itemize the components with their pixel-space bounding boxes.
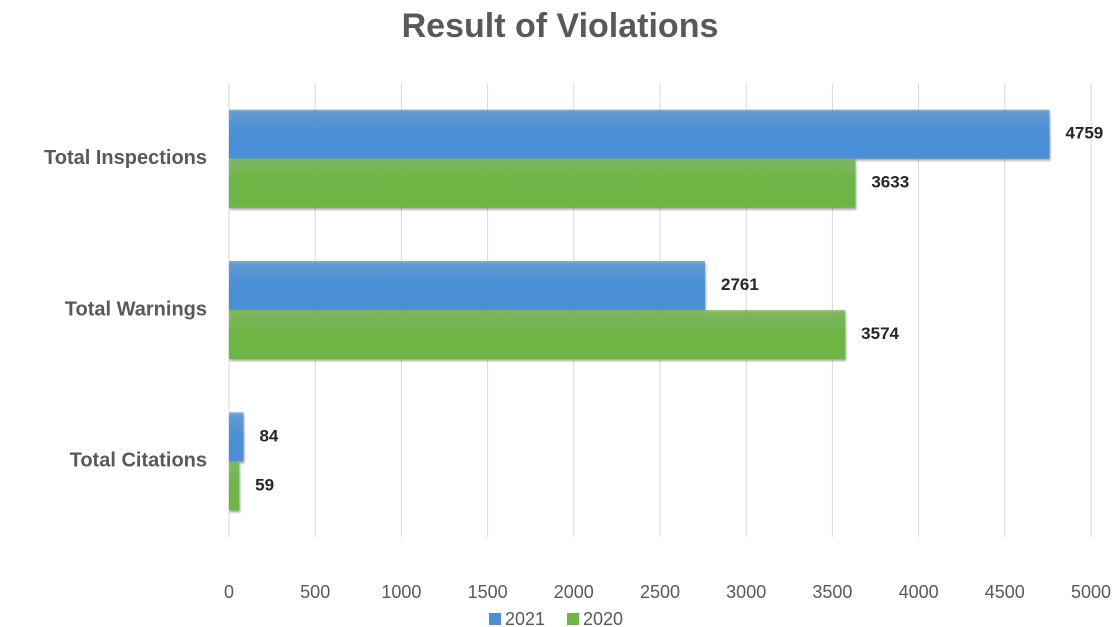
x-tick-label: 500 [300,582,330,602]
legend-swatch [567,613,579,625]
x-tick-label: 5000 [1071,582,1111,602]
data-label: 3574 [861,324,899,343]
x-tick-label: 4500 [985,582,1025,602]
bar [229,109,1050,159]
data-label: 59 [255,475,274,494]
x-tick-label: 3000 [726,582,766,602]
y-tick-label: Total Citations [70,450,207,472]
bar [229,461,240,511]
bar [229,158,856,208]
legend-swatch [489,613,501,625]
y-tick-label: Total Inspections [44,147,207,169]
x-tick-label: 1500 [468,582,508,602]
x-tick-label: 2500 [640,582,680,602]
data-label: 3633 [871,173,909,192]
x-tick-label: 0 [224,582,234,602]
x-tick-label: 2000 [554,582,594,602]
bar [229,261,705,310]
x-tick-label: 1000 [381,582,421,602]
data-label: 2761 [721,275,759,294]
chart-title: Result of Violations [402,7,719,45]
x-tick-label: 4000 [899,582,939,602]
bar [229,412,244,462]
y-tick-label: Total Warnings [65,298,207,320]
x-tick-label: 3500 [812,582,852,602]
data-label: 84 [259,426,278,445]
bar [229,310,846,359]
data-label: 4759 [1065,124,1103,143]
legend-label: 2020 [583,609,623,627]
legend-label: 2021 [505,609,545,627]
